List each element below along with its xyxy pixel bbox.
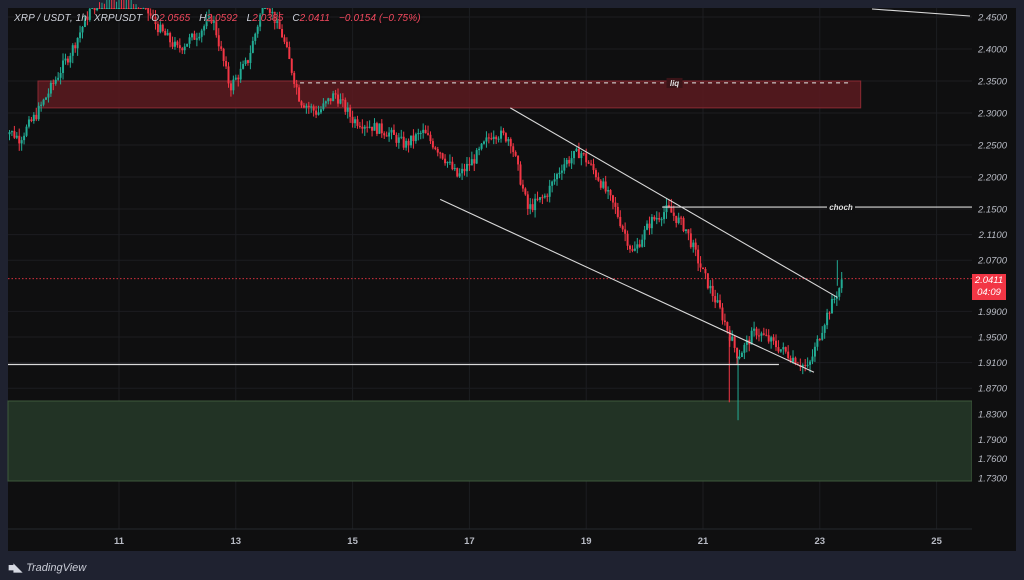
open-label: O bbox=[151, 13, 160, 24]
symbol-label: XRPUSDT bbox=[93, 13, 143, 24]
price-tick-label: 2.4000 bbox=[977, 45, 1008, 56]
high-label: H bbox=[199, 13, 207, 24]
close-label: C bbox=[292, 13, 300, 24]
price-tick-label: 1.9900 bbox=[978, 307, 1008, 318]
last-price-value: 2.0411 bbox=[974, 275, 1004, 286]
footer: ■◣ TradingView bbox=[8, 555, 86, 580]
symbol-legend[interactable]: XRP / USDT, 1h XRPUSDT O2.0565 H2.0592 L… bbox=[14, 13, 421, 24]
open-value: 2.0565 bbox=[159, 13, 191, 24]
time-tick-label: 23 bbox=[815, 536, 826, 547]
change-value: −0.0154 (−0.75%) bbox=[338, 13, 421, 24]
low-value: 2.0385 bbox=[252, 13, 284, 24]
choch-label: choch bbox=[829, 203, 853, 212]
time-tick-label: 15 bbox=[347, 536, 358, 547]
price-tick-label: 2.4500 bbox=[977, 13, 1008, 24]
close-value: 2.0411 bbox=[299, 13, 331, 24]
price-chart[interactable]: liq choch 2.4500 2.4000 2.3500 2.3000 2.2500… bbox=[0, 0, 1024, 555]
tradingview-logo-icon[interactable]: ■◣ bbox=[8, 562, 22, 574]
time-tick-label: 25 bbox=[931, 536, 942, 547]
price-tick-label: 2.1100 bbox=[978, 230, 1008, 241]
time-tick-label: 11 bbox=[114, 536, 125, 547]
price-tick-label: 1.9100 bbox=[978, 358, 1008, 369]
low-label: L bbox=[246, 13, 253, 24]
price-tick-label: 1.7600 bbox=[978, 454, 1008, 465]
high-value: 2.0592 bbox=[206, 13, 238, 24]
top-right-trendline[interactable] bbox=[871, 8, 971, 17]
pair-label: XRP / USDT, 1h bbox=[14, 13, 87, 24]
price-tick-label: 1.7300 bbox=[978, 473, 1008, 484]
liq-label: liq bbox=[670, 79, 679, 88]
time-axis-labels: 11 13 15 17 19 21 23 25 bbox=[114, 536, 943, 547]
time-tick-label: 19 bbox=[581, 536, 592, 547]
countdown-timer: 04:09 bbox=[977, 287, 1001, 298]
price-tick-label: 2.2500 bbox=[977, 141, 1008, 152]
price-tick-label: 1.8700 bbox=[978, 384, 1008, 395]
price-tick-label: 1.8300 bbox=[978, 409, 1008, 420]
drawings: liq choch bbox=[8, 8, 972, 373]
price-tick-label: 1.9500 bbox=[978, 333, 1008, 344]
time-tick-label: 17 bbox=[464, 536, 475, 547]
zones bbox=[7, 80, 973, 482]
supply-zone[interactable] bbox=[37, 80, 862, 109]
price-tick-label: 2.0700 bbox=[977, 256, 1008, 267]
price-tick-label: 2.3500 bbox=[977, 77, 1008, 88]
channel-lower-trendline[interactable] bbox=[439, 198, 815, 373]
candlesticks bbox=[8, 0, 843, 421]
price-tick-label: 2.2000 bbox=[977, 173, 1008, 184]
channel-upper-trendline[interactable] bbox=[510, 107, 838, 298]
last-price-tag: 2.0411 04:09 bbox=[972, 274, 1006, 300]
time-tick-label: 13 bbox=[231, 536, 242, 547]
price-tick-label: 1.7900 bbox=[978, 435, 1008, 446]
demand-zone[interactable] bbox=[7, 400, 973, 482]
time-axis[interactable] bbox=[8, 529, 972, 551]
price-tick-label: 2.3000 bbox=[977, 109, 1008, 120]
price-tick-label: 2.1500 bbox=[977, 205, 1008, 216]
price-axis-labels: 2.4500 2.4000 2.3500 2.3000 2.2500 2.2000 2.15… bbox=[977, 13, 1008, 485]
time-tick-label: 21 bbox=[698, 536, 709, 547]
brand-label[interactable]: TradingView bbox=[26, 561, 87, 574]
